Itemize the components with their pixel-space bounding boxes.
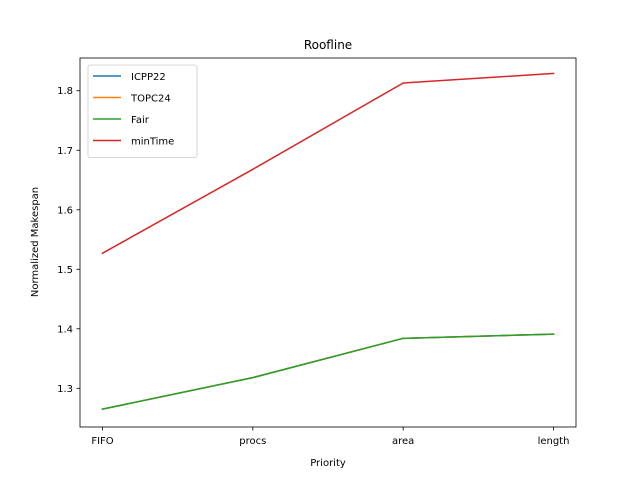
legend-label: TOPC24 xyxy=(130,94,171,105)
axes-layer: FIFO procs area length 1.3 1.4 1.5 1.6 1.7 1.8 xyxy=(57,57,577,447)
series-line-fair xyxy=(101,333,555,411)
y-tick-label: 1.4 xyxy=(57,324,73,335)
y-tick-label: 1.8 xyxy=(57,86,73,97)
x-tick-label: procs xyxy=(239,436,266,447)
legend-label: Fair xyxy=(131,115,150,126)
legend-label: minTime xyxy=(131,137,174,148)
legend: ICPP22 TOPC24 Fair minTime xyxy=(87,64,198,158)
x-axis-label: Priority xyxy=(310,458,346,469)
legend-label: ICPP22 xyxy=(131,72,166,83)
y-tick-label: 1.7 xyxy=(57,146,73,157)
x-tick-label: FIFO xyxy=(91,436,113,447)
x-tick-label: length xyxy=(538,436,570,447)
series-layer xyxy=(101,72,555,411)
x-tick-label: area xyxy=(392,436,414,447)
chart-title: Roofline xyxy=(304,38,352,52)
y-tick-label: 1.5 xyxy=(57,265,73,276)
y-tick-label: 1.6 xyxy=(57,205,73,216)
y-tick-label: 1.3 xyxy=(57,384,73,395)
series-line-mintime xyxy=(101,72,555,255)
plot-frame xyxy=(79,57,577,428)
legend-box xyxy=(87,64,198,158)
y-axis-label: Normalized Makespan xyxy=(30,187,41,297)
